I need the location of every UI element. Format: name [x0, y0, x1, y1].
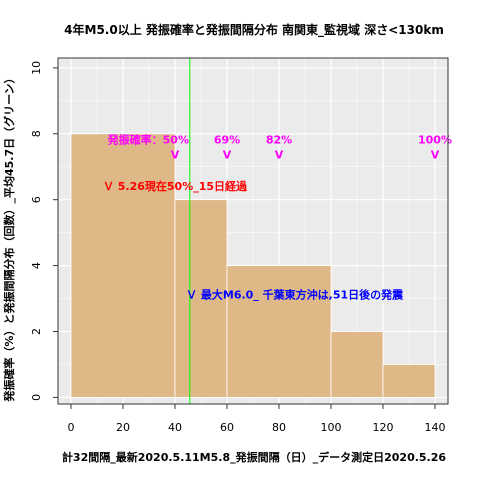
x-axis-ticks: 0 20 40 60 80 100 120 140: [68, 404, 446, 434]
prob-mark-2: V: [275, 149, 284, 162]
x-tick-label-5: 100: [321, 421, 342, 434]
x-tick-label-7: 140: [425, 421, 446, 434]
y-tick-label-5: 10: [30, 61, 43, 75]
y-tick-label-0: 0: [30, 394, 43, 401]
y-axis-label: 発振確率（%）と発振間隔分布（回数）_平均45.7日（グリーン）: [2, 72, 16, 402]
plot-border: [57, 57, 449, 405]
y-tick-label-4: 8: [30, 130, 43, 137]
prob-mark-3: V: [431, 149, 440, 162]
annotation-1: Ｖ 最大M6.0_ 千葉東方沖は,51日後の発震: [186, 288, 404, 302]
chart-title: 4年M5.0以上 発振確率と発振間隔分布 南関東_監視域 深さ<130km: [64, 22, 444, 38]
y-tick-label-3: 6: [30, 196, 43, 203]
x-tick-label-1: 20: [116, 421, 130, 434]
y-tick-label-2: 4: [30, 262, 43, 269]
x-tick-label-6: 120: [373, 421, 394, 434]
y-axis-ticks: 0 2 4 6 8 10: [30, 61, 58, 401]
prob-mark-0: V: [171, 149, 180, 162]
prob-label-2: 82%: [266, 134, 292, 147]
prob-label-3: 100%: [418, 134, 452, 147]
x-tick-label-4: 80: [272, 421, 286, 434]
annotations: Ｖ 5.26現在50%_15日経過 Ｖ 最大M6.0_ 千葉東方沖は,51日後の発…: [103, 179, 404, 302]
x-tick-label-3: 60: [220, 421, 234, 434]
annotation-0: Ｖ 5.26現在50%_15日経過: [103, 179, 248, 193]
y-tick-label-1: 2: [30, 328, 43, 335]
x-axis-label: 計32間隔_最新2020.5.11M5.8_発振間隔（日）_データ測定日2020…: [62, 450, 446, 464]
bar-1: [174, 199, 228, 398]
prob-mark-1: V: [223, 149, 232, 162]
bar-2: [226, 265, 332, 398]
bar-0: [70, 133, 176, 398]
prob-label-1: 69%: [214, 134, 240, 147]
x-tick-label-2: 40: [168, 421, 182, 434]
bar-4: [382, 364, 436, 398]
histogram-bars: [70, 133, 436, 398]
probability-marks: 発振確率：50% V 69% V 82% V 100% V: [107, 133, 452, 162]
bar-3: [330, 331, 384, 398]
prob-label-0: 発振確率：50%: [107, 133, 189, 147]
x-tick-label-0: 0: [68, 421, 75, 434]
